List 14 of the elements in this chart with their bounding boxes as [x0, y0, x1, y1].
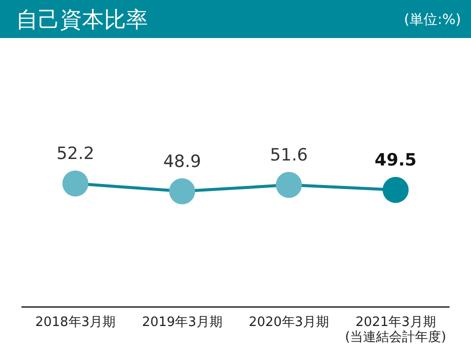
- point: [382, 176, 409, 203]
- chart-title: 自己資本比率: [16, 7, 148, 35]
- x-tick-label: 2019年3月期: [142, 315, 222, 330]
- point: [276, 172, 302, 198]
- x-tick-label: 2021年3月期 (当連結会計年度): [345, 315, 446, 345]
- x-tick-label: 2018年3月期: [35, 315, 116, 330]
- data-label: 49.5: [374, 150, 417, 170]
- data-label: 48.9: [163, 152, 202, 172]
- chart-subtitle: (単位:%): [404, 11, 461, 29]
- data-label: 52.2: [56, 144, 94, 164]
- point: [169, 178, 196, 204]
- x-tick-label: 2020年3月期: [248, 315, 330, 330]
- data-label: 51.6: [270, 145, 308, 166]
- point: [62, 170, 88, 196]
